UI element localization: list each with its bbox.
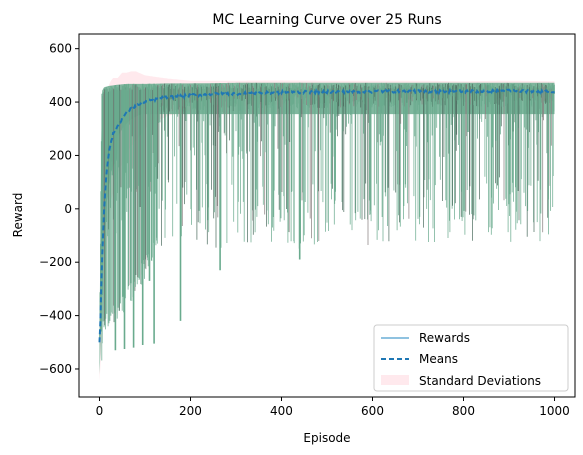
legend-std-swatch (381, 375, 409, 385)
legend-means-label: Means (419, 352, 458, 366)
y-tick-label: 0 (64, 202, 72, 216)
chart-title: MC Learning Curve over 25 Runs (212, 12, 441, 28)
x-tick-label: 800 (452, 404, 475, 418)
plot-frame (78, 33, 576, 398)
y-tick-label: 400 (49, 95, 72, 109)
legend-std-label: Standard Deviations (419, 374, 541, 388)
x-tick-label: 400 (270, 404, 293, 418)
y-tick-label: −400 (39, 309, 72, 323)
y-tick-label: −600 (39, 362, 72, 376)
x-tick-label: 0 (96, 404, 104, 418)
y-tick-label: 600 (49, 42, 72, 56)
x-tick-label: 1000 (539, 404, 570, 418)
x-axis-label: Episode (303, 431, 350, 445)
y-tick-label: 200 (49, 148, 72, 162)
y-axis-ticks: −600 −400 −200 0 200 400 600 (39, 42, 79, 376)
means-line (98, 87, 555, 343)
means-layer (98, 87, 555, 343)
legend: Rewards Means Standard Deviations (373, 324, 569, 392)
y-tick-label: −200 (39, 255, 72, 269)
legend-rewards-label: Rewards (419, 331, 470, 345)
rewards-layer (99, 82, 555, 375)
plot-area (98, 71, 555, 382)
x-tick-label: 600 (361, 404, 384, 418)
x-axis-ticks: 0 200 400 600 800 1000 (96, 397, 570, 418)
legend-box (373, 324, 569, 392)
x-tick-label: 200 (179, 404, 202, 418)
y-axis-label: Reward (11, 193, 25, 238)
